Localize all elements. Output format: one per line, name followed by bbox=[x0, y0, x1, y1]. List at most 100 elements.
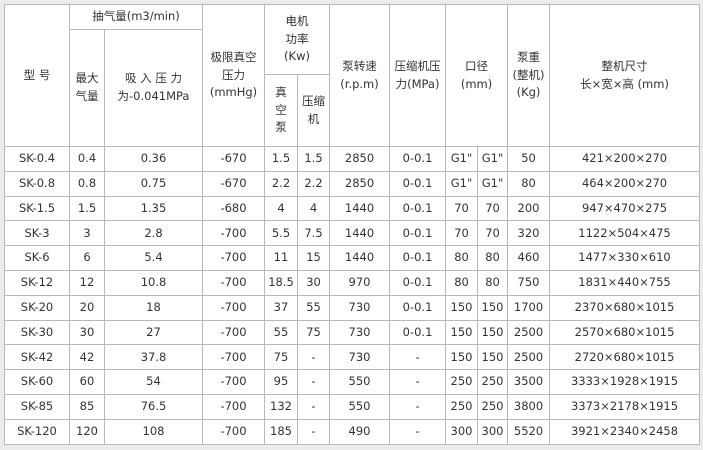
table-cell: 750 bbox=[507, 269, 551, 296]
table-cell: 250 bbox=[445, 393, 479, 420]
table-cell: 12 bbox=[69, 269, 105, 296]
table-cell: 37.8 bbox=[104, 344, 203, 371]
table-cell: 0-0.1 bbox=[389, 220, 447, 247]
table-cell: 50 bbox=[507, 146, 551, 172]
header-cell: 压缩机压 力(MPa) bbox=[389, 4, 447, 147]
table-cell: 11 bbox=[264, 245, 298, 271]
table-cell: 200 bbox=[507, 195, 551, 222]
table-cell: 75 bbox=[296, 319, 331, 346]
table-cell: 80 bbox=[445, 245, 479, 271]
table-cell: 2570×680×1015 bbox=[549, 319, 701, 346]
table-cell: G1" bbox=[477, 146, 509, 172]
table-cell: 18.5 bbox=[264, 269, 298, 296]
table-row: SK-0.4 0.4 0.36 -670 1.5 1.5 2850 0-0.1 G1" G1" 50… bbox=[4, 146, 701, 172]
table-cell: 2.2 bbox=[264, 170, 298, 197]
table-header: 型 号 抽气量(m3/min) 极限真空 压力 (mmHg) 电机 功率 (Kw… bbox=[4, 4, 701, 147]
table-cell: -700 bbox=[202, 294, 265, 321]
table-cell: 2850 bbox=[329, 170, 391, 197]
header-cell: 最大 气量 bbox=[69, 29, 105, 147]
table-row: SK-6 6 5.4 -700 11 15 1440 0-0.1 80 80 460 1477×330… bbox=[4, 245, 701, 271]
table-cell: 0.36 bbox=[104, 146, 203, 172]
table-cell: 55 bbox=[264, 319, 298, 346]
table-cell: SK-0.4 bbox=[4, 146, 70, 172]
table-cell: SK-1.5 bbox=[4, 195, 70, 222]
table-cell: 0-0.1 bbox=[389, 170, 447, 197]
table-cell: SK-6 bbox=[4, 245, 70, 271]
table-cell: 550 bbox=[329, 369, 391, 395]
table-cell: 3333×1928×1915 bbox=[549, 369, 701, 395]
table-cell: 2500 bbox=[507, 344, 551, 371]
table-cell: -700 bbox=[202, 418, 265, 445]
table-cell: 150 bbox=[477, 319, 509, 346]
table-cell: 150 bbox=[445, 294, 479, 321]
table-cell: 0-0.1 bbox=[389, 195, 447, 222]
header-cell: 口径 (mm) bbox=[445, 4, 509, 147]
table-cell: - bbox=[389, 344, 447, 371]
table-cell: 1.5 bbox=[69, 195, 105, 222]
table-cell: 2.8 bbox=[104, 220, 203, 247]
table-cell: 80 bbox=[445, 269, 479, 296]
table-cell: G1" bbox=[445, 146, 479, 172]
table-cell: 1700 bbox=[507, 294, 551, 321]
table-cell: 132 bbox=[264, 393, 298, 420]
table-cell: 4 bbox=[264, 195, 298, 222]
table-cell: 185 bbox=[264, 418, 298, 445]
table-cell: - bbox=[296, 418, 331, 445]
table-cell: 1831×440×755 bbox=[549, 269, 701, 296]
table-cell: 250 bbox=[445, 369, 479, 395]
table-cell: 75 bbox=[264, 344, 298, 371]
table-row: SK-85 85 76.5 -700 132-550-250 250 3800 3373×21… bbox=[4, 393, 701, 420]
table-cell: 70 bbox=[477, 195, 509, 222]
table-row: SK-0.8 0.8 0.75 -670 2.2 2.2 2850 0-0.1 G1" G1" 80… bbox=[4, 170, 701, 197]
table-cell: 0-0.1 bbox=[389, 319, 447, 346]
table-cell: 5.5 bbox=[264, 220, 298, 247]
table-cell: 5520 bbox=[507, 418, 551, 445]
table-cell: -700 bbox=[202, 344, 265, 371]
table-cell: 320 bbox=[507, 220, 551, 247]
table-cell: 0-0.1 bbox=[389, 245, 447, 271]
table-cell: 0-0.1 bbox=[389, 269, 447, 296]
table-cell: SK-60 bbox=[4, 369, 70, 395]
table-row: SK-60 60 54 -700 95-550-250 250 3500 3333×1928×… bbox=[4, 369, 701, 395]
table-cell: -700 bbox=[202, 220, 265, 247]
table-cell: SK-42 bbox=[4, 344, 70, 371]
table-cell: 80 bbox=[477, 245, 509, 271]
table-cell: 5.4 bbox=[104, 245, 203, 271]
table-cell: 3921×2340×2458 bbox=[549, 418, 701, 445]
table-cell: 37 bbox=[264, 294, 298, 321]
table-cell: 30 bbox=[69, 319, 105, 346]
table-row: SK-30 30 27 -700 55 75 730 0-0.1 150 150 2500 2570×… bbox=[4, 319, 701, 346]
table-cell: 1440 bbox=[329, 195, 391, 222]
header-cell: 电机 功率 (Kw) bbox=[263, 4, 331, 75]
table-cell: 10.8 bbox=[104, 269, 203, 296]
table-cell: 54 bbox=[104, 369, 203, 395]
table-cell: -670 bbox=[202, 146, 265, 172]
table-cell: 300 bbox=[445, 418, 479, 445]
header-cell: 真 空 泵 bbox=[264, 74, 298, 147]
table-cell: 490 bbox=[329, 418, 391, 445]
table-cell: 3373×2178×1915 bbox=[549, 393, 701, 420]
table-cell: 970 bbox=[329, 269, 391, 296]
table-cell: 55 bbox=[296, 294, 331, 321]
table-cell: SK-0.8 bbox=[4, 170, 70, 197]
header-cell: 泵重 (整机) (Kg) bbox=[507, 4, 551, 147]
table-cell: 120 bbox=[69, 418, 105, 445]
table-cell: 0.4 bbox=[69, 146, 105, 172]
table-cell: 464×200×270 bbox=[549, 170, 701, 197]
table-cell: G1" bbox=[477, 170, 509, 197]
table-row: SK-20 20 18 -700 37 55 730 0-0.1 150 150 1700 2370×… bbox=[4, 294, 701, 321]
table-cell: -670 bbox=[202, 170, 265, 197]
table-cell: SK-20 bbox=[4, 294, 70, 321]
table-cell: 150 bbox=[445, 344, 479, 371]
table-cell: 2.2 bbox=[296, 170, 331, 197]
table-cell: 0.75 bbox=[104, 170, 203, 197]
table-cell: -700 bbox=[202, 319, 265, 346]
table-cell: 70 bbox=[445, 195, 479, 222]
header-cell: 极限真空 压力 (mmHg) bbox=[202, 4, 265, 147]
table-cell: SK-30 bbox=[4, 319, 70, 346]
table-cell: - bbox=[389, 393, 447, 420]
table-cell: 7.5 bbox=[296, 220, 331, 247]
table-cell: 85 bbox=[69, 393, 105, 420]
table-cell: 550 bbox=[329, 393, 391, 420]
table-cell: 730 bbox=[329, 344, 391, 371]
